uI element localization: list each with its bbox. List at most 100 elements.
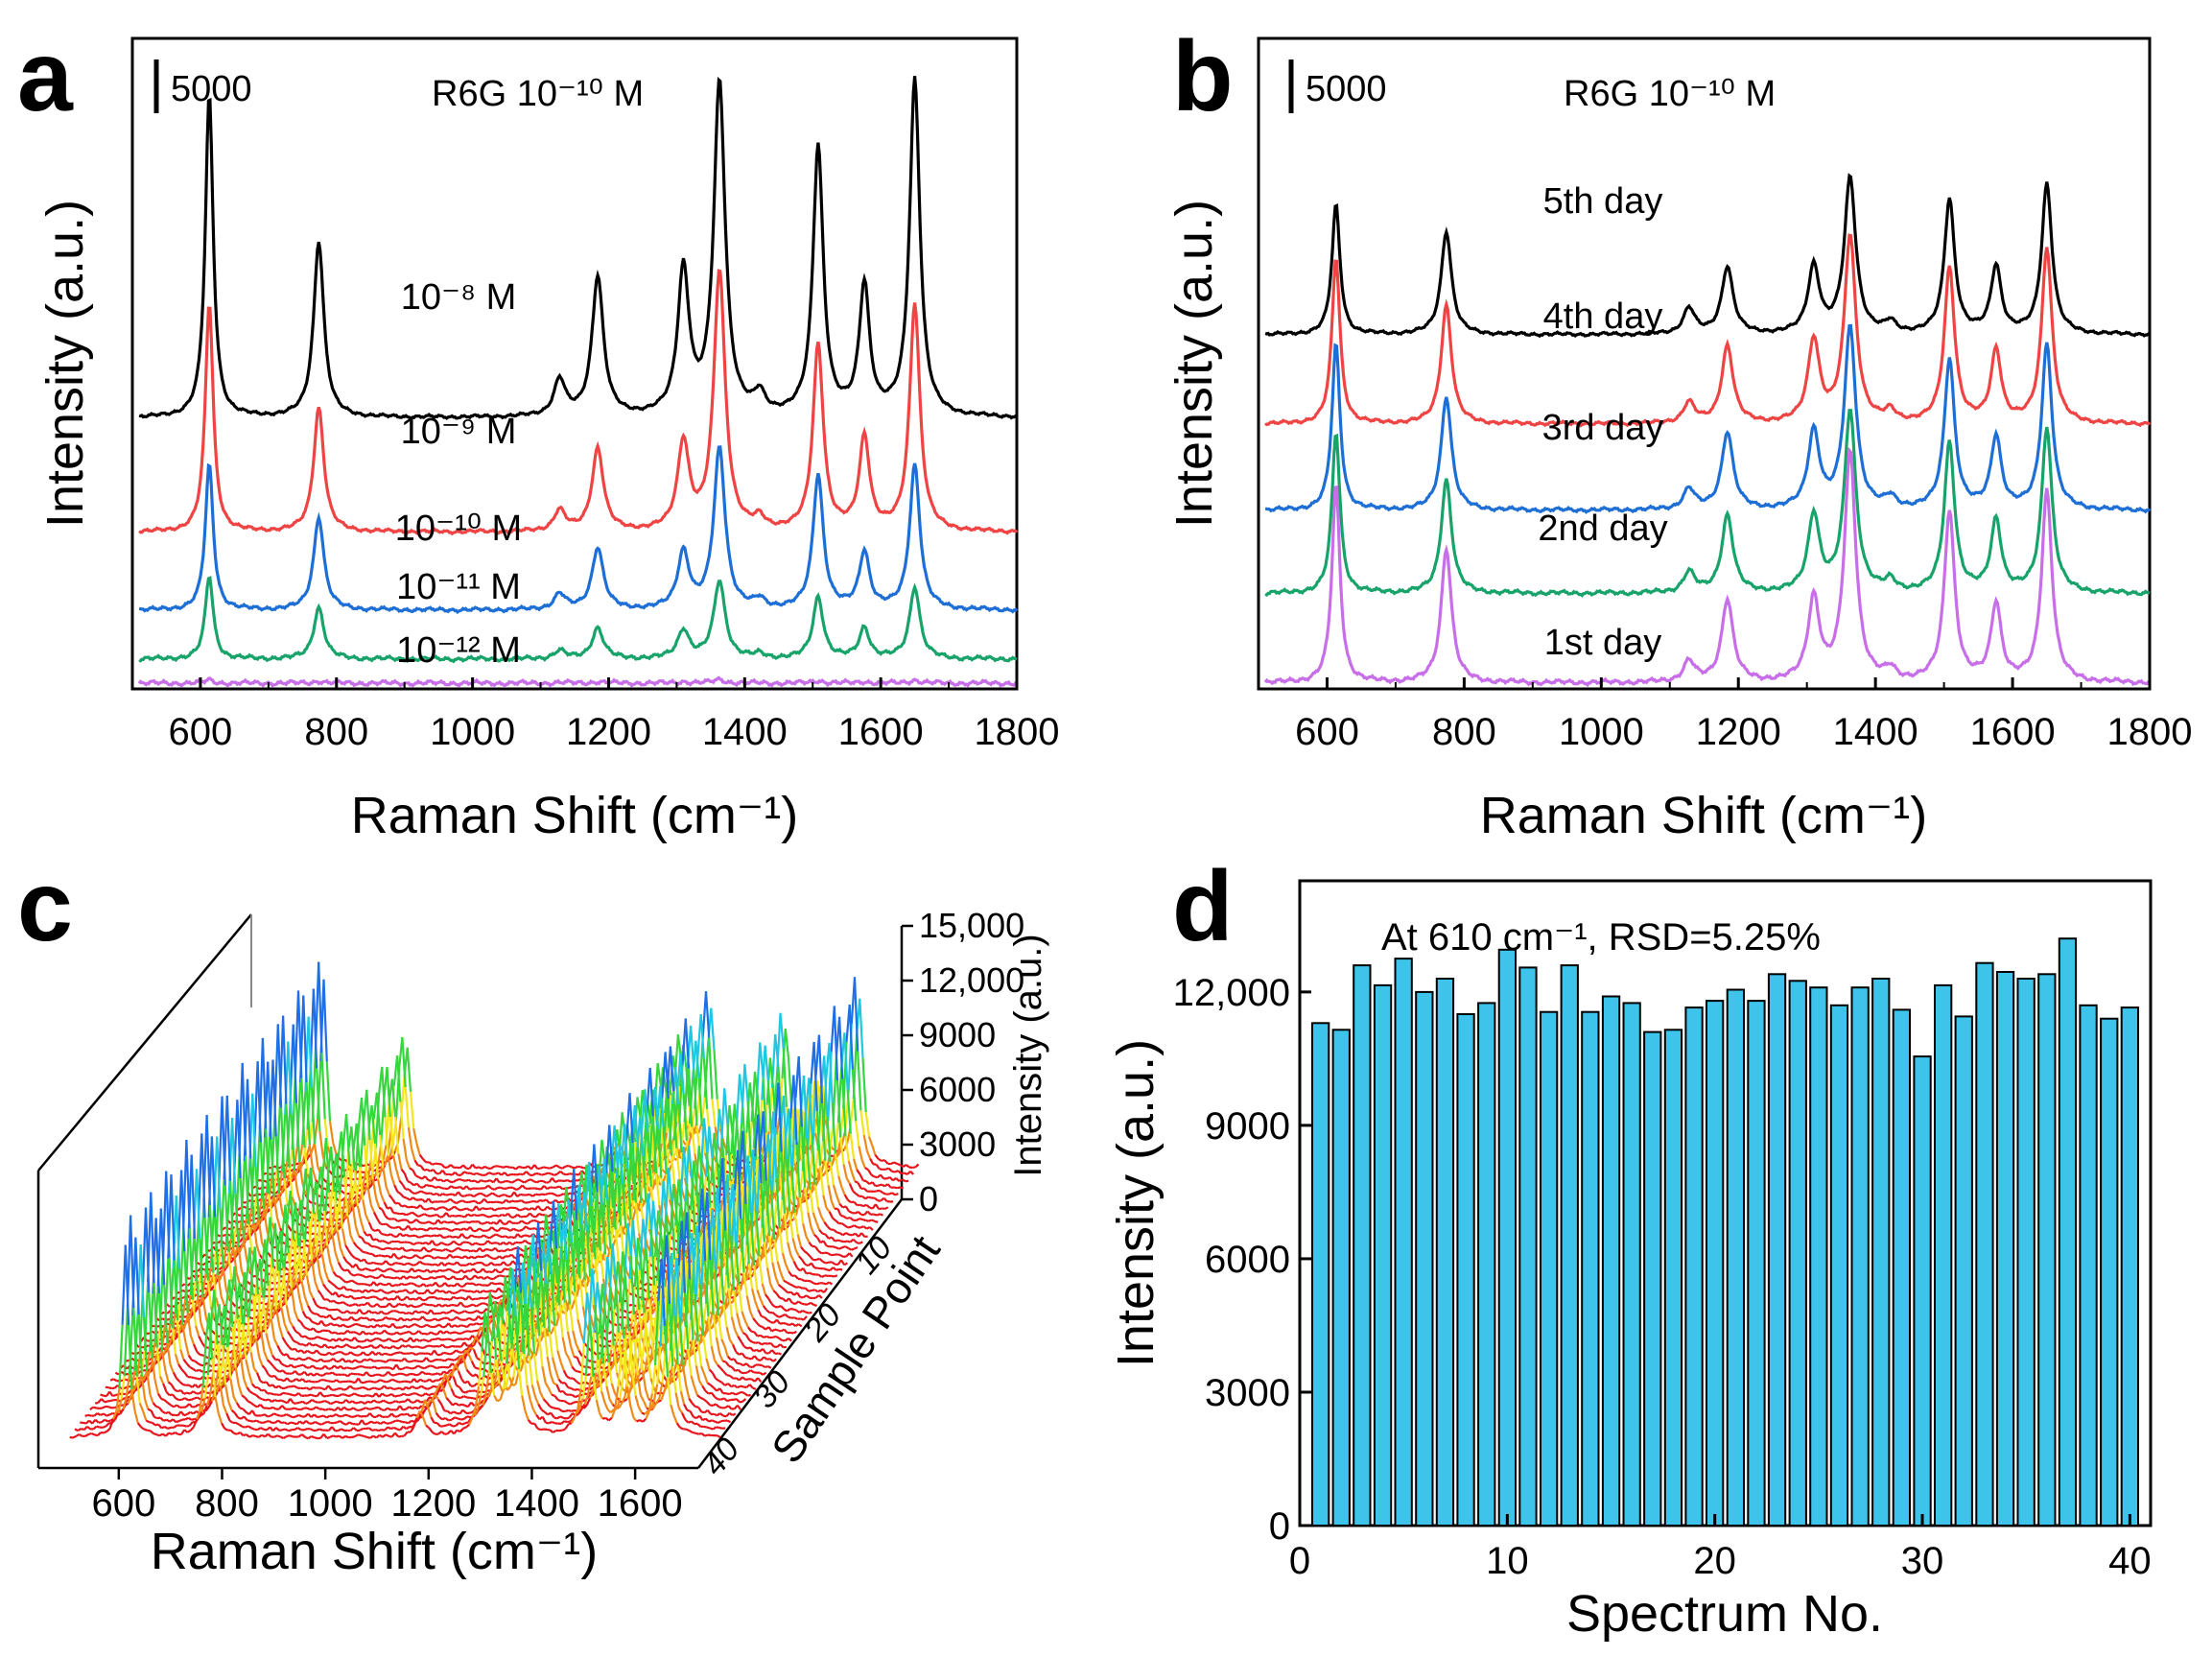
- waterfall-segment: [837, 1239, 841, 1243]
- waterfall-segment: [381, 1296, 387, 1301]
- waterfall-segment: [342, 1256, 348, 1263]
- waterfall-segment: [402, 1212, 407, 1217]
- waterfall-segment: [323, 1298, 328, 1301]
- waterfall-segment: [443, 1282, 449, 1288]
- waterfall-segment: [435, 1281, 440, 1288]
- waterfall-segment: [407, 1262, 412, 1266]
- waterfall-segment: [567, 1179, 572, 1183]
- waterfall-segment: [693, 1069, 698, 1126]
- waterfall-segment: [546, 1186, 552, 1191]
- waterfall-segment: [433, 1213, 437, 1217]
- waterfall-segment: [501, 1172, 506, 1176]
- waterfall-segment: [878, 1207, 882, 1211]
- waterfall-segment: [384, 1233, 388, 1237]
- waterfall-segment: [368, 1275, 373, 1278]
- waterfall-segment: [469, 1187, 474, 1191]
- waterfall-segment: [881, 1183, 885, 1188]
- waterfall-segment: [525, 1225, 530, 1230]
- waterfall-segment: [494, 1172, 500, 1175]
- waterfall-segment: [353, 1171, 359, 1206]
- waterfall-segment: [450, 1240, 455, 1245]
- waterfall-segment: [489, 1179, 494, 1184]
- waterfall-segment: [832, 1217, 836, 1221]
- waterfall-segment: [491, 1290, 497, 1293]
- waterfall-segment: [862, 1134, 868, 1151]
- waterfall-segment: [390, 1276, 395, 1280]
- waterfall-segment: [802, 1223, 808, 1237]
- waterfall-segment: [366, 1301, 372, 1308]
- waterfall-segment: [515, 1207, 521, 1212]
- waterfall-segment: [862, 1203, 867, 1208]
- waterfall-segment: [519, 1172, 524, 1176]
- waterfall-segment: [563, 1172, 567, 1176]
- waterfall-segment: [410, 1220, 414, 1224]
- waterfall-segment: [552, 1164, 557, 1169]
- waterfall-segment: [477, 1214, 481, 1218]
- waterfall-segment: [482, 1173, 486, 1177]
- waterfall-segment: [459, 1208, 464, 1212]
- waterfall-segment: [375, 1276, 380, 1280]
- waterfall-segment: [467, 1213, 472, 1218]
- waterfall-segment: [367, 1310, 373, 1314]
- waterfall-segment: [320, 1053, 326, 1120]
- waterfall-segment: [783, 1213, 789, 1243]
- waterfall-segment: [416, 1227, 421, 1231]
- waterfall-segment: [307, 1016, 313, 1088]
- waterfall-segment: [511, 1179, 516, 1184]
- waterfall-segment: [414, 1254, 420, 1259]
- waterfall-segment: [543, 1185, 549, 1190]
- waterfall-segment: [580, 1166, 585, 1170]
- waterfall-segment: [865, 1219, 869, 1222]
- waterfall-segment: [449, 1214, 453, 1219]
- waterfall-segment: [378, 1298, 383, 1301]
- waterfall-segment: [488, 1192, 493, 1196]
- waterfall-segment: [496, 1274, 501, 1278]
- waterfall-segment: [536, 1198, 541, 1203]
- waterfall-segment: [874, 1219, 879, 1223]
- waterfall-segment: [298, 1298, 304, 1313]
- waterfall-segment: [469, 1267, 475, 1272]
- waterfall-segment: [431, 1222, 435, 1225]
- waterfall-segment: [524, 1179, 529, 1184]
- waterfall-segment: [788, 1297, 793, 1304]
- waterfall-segment: [476, 1310, 482, 1314]
- waterfall-segment: [883, 1183, 889, 1188]
- waterfall-segment: [461, 1296, 467, 1301]
- waterfall-segment: [416, 1304, 421, 1308]
- waterfall-segment: [553, 1172, 558, 1176]
- waterfall-segment: [434, 1296, 439, 1300]
- waterfall-segment: [412, 1127, 418, 1144]
- waterfall-segment: [531, 1233, 537, 1239]
- waterfall-segment: [794, 1300, 799, 1305]
- waterfall-segment: [515, 1165, 520, 1171]
- waterfall-segment: [326, 1322, 332, 1327]
- waterfall-segment: [655, 1172, 661, 1206]
- waterfall-segment: [704, 991, 711, 1038]
- waterfall-segment: [804, 1287, 810, 1292]
- waterfall-segment: [456, 1255, 459, 1259]
- waterfall-segment: [342, 1310, 348, 1314]
- waterfall-segment: [571, 1166, 576, 1170]
- waterfall-segment: [382, 1240, 387, 1243]
- waterfall-segment: [374, 1228, 379, 1232]
- waterfall-segment: [577, 1165, 581, 1169]
- waterfall-segment: [670, 1155, 676, 1185]
- waterfall-segment: [504, 1194, 509, 1197]
- waterfall-segment: [435, 1303, 440, 1308]
- waterfall-segment: [814, 1221, 821, 1231]
- waterfall-segment: [224, 1261, 229, 1269]
- waterfall-segment: [901, 1178, 906, 1183]
- waterfall-segment: [883, 1159, 889, 1165]
- waterfall-segment: [425, 1220, 430, 1224]
- waterfall-segment: [464, 1255, 469, 1260]
- waterfall-segment: [348, 1165, 354, 1205]
- waterfall-segment: [783, 1279, 788, 1284]
- waterfall-segment: [239, 1243, 245, 1252]
- waterfall-segment: [350, 1272, 355, 1277]
- waterfall-segment: [473, 1290, 478, 1293]
- waterfall-segment: [909, 1171, 915, 1175]
- waterfall-segment: [341, 1195, 347, 1219]
- waterfall-segment: [838, 1246, 843, 1250]
- waterfall-segment: [475, 1303, 481, 1308]
- waterfall-segment: [309, 1290, 315, 1299]
